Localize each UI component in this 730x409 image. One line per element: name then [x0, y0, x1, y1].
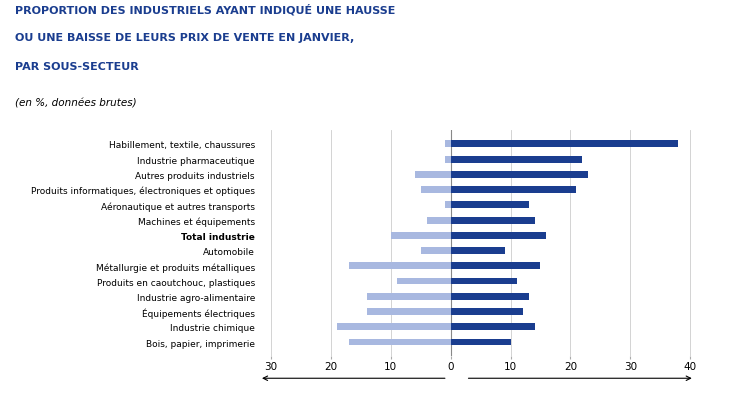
Text: OU UNE BAISSE DE LEURS PRIX DE VENTE EN JANVIER,: OU UNE BAISSE DE LEURS PRIX DE VENTE EN …: [15, 33, 354, 43]
Text: PAR SOUS-SECTEUR: PAR SOUS-SECTEUR: [15, 61, 139, 71]
Text: (en %, données brutes): (en %, données brutes): [15, 98, 137, 108]
Bar: [450, 293, 529, 300]
Bar: [450, 278, 517, 285]
Bar: [367, 293, 450, 300]
Bar: [420, 247, 450, 254]
Bar: [445, 202, 450, 209]
Bar: [427, 217, 450, 224]
Bar: [450, 156, 583, 163]
Bar: [397, 278, 450, 285]
Bar: [415, 171, 450, 178]
Bar: [391, 232, 450, 239]
Text: PROPORTION DES INDUSTRIELS AYANT INDIQUÉ UNE HAUSSE: PROPORTION DES INDUSTRIELS AYANT INDIQUÉ…: [15, 4, 395, 16]
Bar: [445, 156, 450, 163]
Bar: [450, 247, 504, 254]
Bar: [450, 232, 547, 239]
Bar: [450, 324, 534, 330]
Bar: [450, 187, 577, 193]
Bar: [445, 141, 450, 148]
Bar: [337, 324, 450, 330]
Bar: [450, 171, 588, 178]
Bar: [367, 308, 450, 315]
Bar: [450, 217, 534, 224]
Bar: [450, 308, 523, 315]
Bar: [349, 339, 450, 346]
Bar: [450, 141, 678, 148]
Bar: [450, 202, 529, 209]
Bar: [420, 187, 450, 193]
Bar: [450, 263, 540, 270]
Bar: [450, 339, 510, 346]
Bar: [349, 263, 450, 270]
